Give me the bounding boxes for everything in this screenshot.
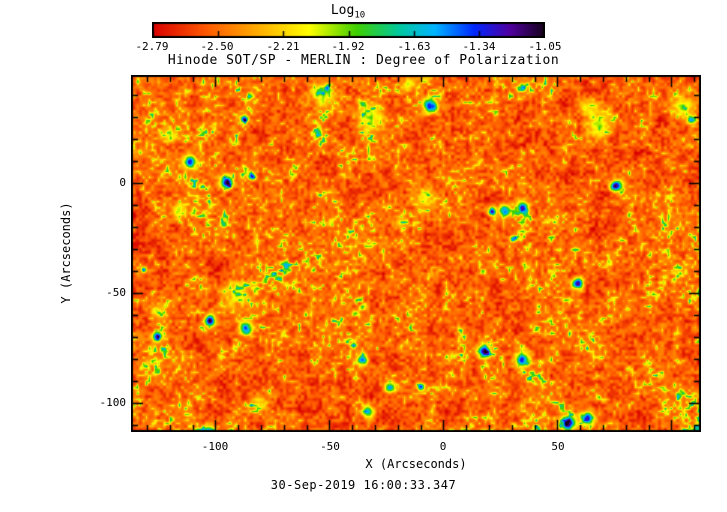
colorbar-tick-label: -2.50 bbox=[200, 40, 234, 53]
x-tick-label: -50 bbox=[320, 440, 340, 453]
colorbar-tick-label: -2.21 bbox=[266, 40, 300, 53]
colorbar-title-main: Log bbox=[330, 3, 355, 18]
colorbar-tick-label: -1.63 bbox=[397, 40, 431, 53]
heatmap-image bbox=[131, 75, 701, 432]
colorbar-title-sub: 10 bbox=[354, 10, 366, 21]
timestamp-caption: 30-Sep-2019 16:00:33.347 bbox=[270, 478, 457, 492]
plot-title: Hinode SOT/SP - MERLIN : Degree of Polar… bbox=[167, 53, 560, 68]
x-tick-label: -100 bbox=[201, 440, 229, 453]
y-tick-label: 0 bbox=[119, 176, 126, 189]
heatmap-plot bbox=[131, 75, 701, 432]
x-axis-label: X (Arcseconds) bbox=[365, 457, 467, 471]
colorbar-title: Log10 bbox=[248, 3, 448, 21]
colorbar-tick-label: -1.34 bbox=[462, 40, 496, 53]
colorbar-tick-label: -2.79 bbox=[135, 40, 169, 53]
x-tick-label: 50 bbox=[551, 440, 565, 453]
colorbar bbox=[152, 22, 545, 38]
colorbar-tick-label: -1.92 bbox=[331, 40, 365, 53]
y-tick-label: -50 bbox=[106, 286, 126, 299]
y-tick-label: -100 bbox=[99, 396, 127, 409]
y-axis-label: Y (Arcseconds) bbox=[59, 202, 73, 304]
colorbar-tick-label: -1.05 bbox=[528, 40, 562, 53]
x-tick-label: 0 bbox=[439, 440, 447, 453]
colorbar-gradient bbox=[152, 22, 545, 38]
